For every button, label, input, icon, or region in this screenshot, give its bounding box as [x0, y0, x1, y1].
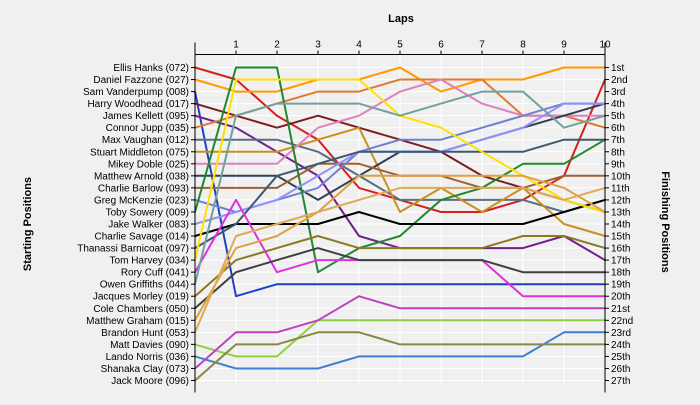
finishing-position-label: 9th — [611, 159, 625, 170]
finishing-position-label: 26th — [611, 364, 630, 375]
finishing-position-label: 22nd — [611, 316, 633, 327]
starting-position-label: Mikey Doble (025) — [108, 159, 189, 170]
lap-tick-label: 3 — [315, 40, 321, 51]
starting-position-label: Stuart Middleton (075) — [90, 147, 189, 158]
series-line-16 — [194, 138, 606, 250]
starting-position-label: Thanassi Barnicoat (097) — [77, 244, 189, 255]
finishing-position-label: 11th — [611, 183, 630, 194]
finishing-position-label: 3rd — [611, 87, 625, 98]
finishing-position-label: 17th — [611, 256, 630, 267]
starting-position-label: Charlie Barlow (093) — [98, 183, 189, 194]
lap-tick-label: 6 — [438, 40, 444, 51]
starting-position-label: Matthew Arnold (038) — [94, 171, 189, 182]
right-axis-title: Finishing Positions — [659, 171, 671, 272]
starting-position-label: Cole Chambers (050) — [93, 304, 189, 315]
lap-tick-label: 2 — [274, 40, 280, 51]
starting-position-label: Matthew Graham (015) — [86, 316, 189, 327]
finishing-position-label: 6th — [611, 123, 625, 134]
series-line-23 — [194, 186, 606, 334]
finishing-position-label: 18th — [611, 268, 630, 279]
lap-tick-label: 8 — [520, 40, 526, 51]
finishing-position-label: 7th — [611, 135, 625, 146]
starting-position-label: Max Vaughan (012) — [102, 135, 189, 146]
starting-position-label: Tom Harvey (034) — [110, 256, 189, 267]
series-line-3 — [194, 90, 606, 298]
left-axis-title: Starting Positions — [22, 177, 34, 271]
finishing-position-label: 4th — [611, 99, 625, 110]
starting-position-labels: Ellis Hanks (072)Daniel Fazzone (027)Sam… — [77, 63, 189, 387]
starting-position-label: Ellis Hanks (072) — [113, 63, 189, 74]
series-line-15 — [194, 198, 606, 237]
finishing-position-label: 5th — [611, 111, 625, 122]
series-line-9 — [194, 78, 606, 165]
lap-tick-label: 7 — [479, 40, 485, 51]
x-axis-title: Laps — [388, 13, 414, 25]
starting-position-label: Lando Norris (036) — [106, 352, 189, 363]
starting-position-label: Toby Sowery (009) — [106, 207, 189, 218]
starting-position-label: Jake Walker (083) — [108, 220, 189, 231]
series-line-13 — [194, 66, 606, 274]
lap-tick-labels: 1 2 3 4 5 6 7 8 9 10 — [233, 40, 611, 51]
starting-position-label: Owen Griffiths (044) — [100, 280, 189, 291]
finishing-position-label: 8th — [611, 147, 625, 158]
finishing-position-label: 21st — [611, 304, 630, 315]
starting-position-label: Sam Vanderpump (008) — [83, 87, 189, 98]
series-line-8 — [194, 126, 606, 237]
finishing-position-label: 15th — [611, 232, 630, 243]
finishing-position-label: 10th — [611, 171, 630, 182]
series-line-22 — [194, 174, 606, 322]
series-line-24 — [194, 319, 606, 358]
finishing-position-label: 20th — [611, 292, 630, 303]
finishing-position-label: 27th — [611, 376, 630, 387]
series-line-26 — [194, 295, 606, 370]
lap-tick-label: 9 — [561, 40, 567, 51]
finishing-position-label: 12th — [611, 195, 630, 206]
series-line-20 — [194, 235, 606, 298]
starting-position-label: Greg McKenzie (023) — [94, 195, 189, 206]
starting-position-label: Matt Davies (090) — [110, 340, 189, 351]
starting-position-label: Charlie Savage (014) — [95, 232, 190, 243]
finishing-position-label: 24th — [611, 340, 630, 351]
finishing-position-label: 16th — [611, 244, 630, 255]
series-line-19 — [194, 90, 606, 286]
series-line-2 — [194, 66, 606, 93]
series-line-21 — [194, 247, 606, 310]
lap-tick-label: 4 — [356, 40, 362, 51]
starting-position-label: Jacques Morley (019) — [93, 292, 189, 303]
finishing-position-label: 13th — [611, 207, 630, 218]
finishing-position-label: 25th — [611, 352, 630, 363]
finishing-position-label: 2nd — [611, 75, 628, 86]
starting-position-label: Daniel Fazzone (027) — [93, 75, 189, 86]
finishing-position-label: 1st — [611, 63, 625, 74]
starting-position-label: James Kellett (095) — [103, 111, 189, 122]
series-line-25 — [194, 331, 606, 370]
series-line-7 — [194, 138, 606, 213]
series-line-27 — [194, 331, 606, 382]
starting-position-label: Brandon Hunt (053) — [101, 328, 189, 339]
series-layer — [194, 66, 606, 382]
starting-position-label: Harry Woodhead (017) — [87, 99, 189, 110]
lap-tick-label: 5 — [397, 40, 403, 51]
axes — [191, 42, 609, 393]
starting-position-label: Rory Cuff (041) — [121, 268, 189, 279]
starting-position-label: Connor Jupp (035) — [106, 123, 189, 134]
lap-tick-label: 1 — [233, 40, 239, 51]
finishing-position-labels: 1st2nd3rd4th5th6th7th8th9th10th11th12th1… — [611, 63, 633, 387]
finishing-position-label: 19th — [611, 280, 630, 291]
starting-position-label: Jack Moore (096) — [111, 376, 189, 387]
lap-tick-label: 10 — [599, 40, 611, 51]
finishing-position-label: 14th — [611, 220, 630, 231]
finishing-position-label: 23rd — [611, 328, 631, 339]
starting-position-label: Shanaka Clay (073) — [101, 364, 189, 375]
